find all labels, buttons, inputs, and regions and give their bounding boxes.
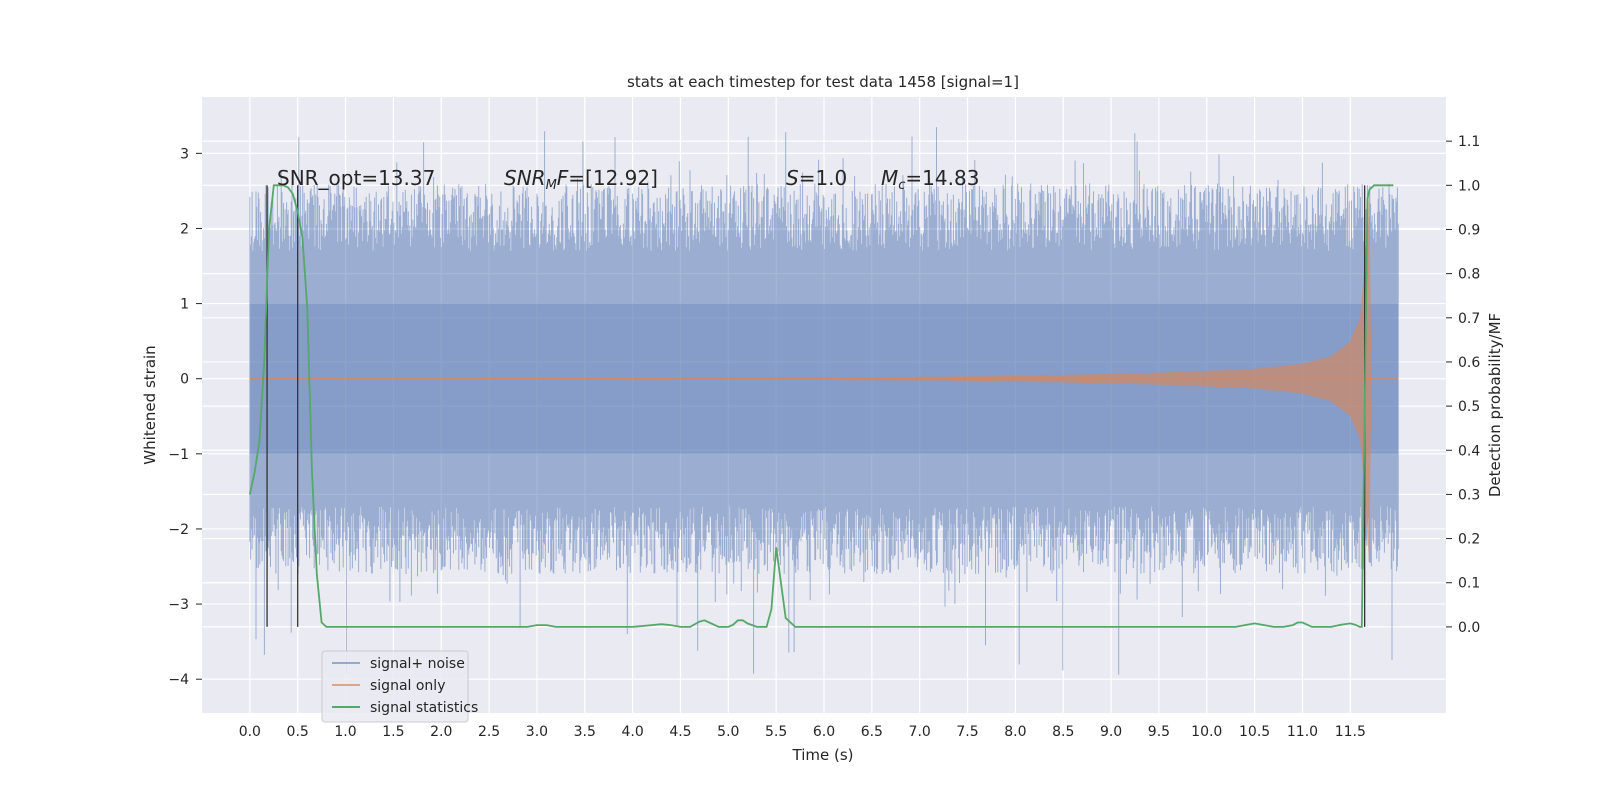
y-tick-label: 1 — [180, 297, 189, 313]
x-tick-label: 9.5 — [1148, 724, 1170, 740]
y2-tick-label: 0.4 — [1458, 443, 1480, 459]
y-tick-label: 2 — [180, 221, 189, 237]
y2-tick-label: 1.0 — [1458, 178, 1480, 194]
y2-tick-label: 0.0 — [1458, 620, 1480, 636]
y-tick-label: −3 — [168, 597, 189, 613]
y-tick-label: 0 — [180, 372, 189, 388]
x-tick-label: 8.5 — [1052, 724, 1074, 740]
legend-label-signal-only: signal only — [370, 678, 445, 694]
series-signal-only — [249, 190, 1399, 567]
y2-tick-label: 1.1 — [1458, 134, 1480, 150]
x-tick-label: 5.0 — [717, 724, 739, 740]
annotation-s-value: =1.0 — [799, 166, 848, 190]
ticks: 0.0 0.5 1.0 1.5 2.0 2.5 3.0 3.5 4.0 4.5 5.0 5.5 6.0 6… — [168, 134, 1480, 740]
x-axis-label: Time (s) — [792, 746, 854, 764]
x-tick-label: 7.0 — [909, 724, 931, 740]
x-tick-label: 11.0 — [1287, 724, 1318, 740]
y2-tick-label: 0.7 — [1458, 311, 1480, 327]
x-tick-label: 5.5 — [765, 724, 787, 740]
y-tick-label: −2 — [168, 522, 189, 538]
y-tick-label: 3 — [180, 146, 189, 162]
x-tick-label: 3.0 — [526, 724, 548, 740]
x-tick-label: 1.5 — [382, 724, 404, 740]
annotation-mc-main: M — [881, 166, 898, 190]
y-tick-label: −1 — [168, 447, 189, 463]
x-tick-label: 10.0 — [1191, 724, 1222, 740]
y2-tick-label: 0.1 — [1458, 576, 1480, 592]
annotation-s-label: S — [786, 166, 799, 190]
y2-tick-label: 0.8 — [1458, 267, 1480, 283]
legend-box — [321, 650, 469, 723]
x-tick-label: 0.5 — [287, 724, 309, 740]
x-tick-label: 4.0 — [621, 724, 643, 740]
x-tick-label: 2.0 — [430, 724, 452, 740]
annotation-snr-opt: SNR_opt=13.37 — [277, 166, 435, 190]
annotation-snr-mf-main: SNR — [504, 166, 546, 190]
x-tick-label: 0.0 — [239, 724, 261, 740]
annotation-snr-mf-sub: M — [546, 178, 557, 193]
x-tick-label: 3.5 — [574, 724, 596, 740]
y2-tick-label: 0.9 — [1458, 222, 1480, 238]
y2-axis-label: Detection probability/MF — [1486, 313, 1504, 497]
annotation-snr-mf-f: F — [557, 166, 569, 190]
x-tick-label: 8.0 — [1004, 724, 1026, 740]
x-tick-label: 6.0 — [813, 724, 835, 740]
x-tick-label: 4.5 — [669, 724, 691, 740]
x-tick-label: 9.0 — [1100, 724, 1122, 740]
legend: signal+ noise signal only signal statist… — [321, 650, 478, 723]
x-tick-label: 7.5 — [956, 724, 978, 740]
annotation-mc-sub: c — [898, 178, 905, 193]
annotation-snr-mf: SNRMF=[12.92] — [504, 166, 658, 193]
x-tick-label: 11.5 — [1335, 724, 1366, 740]
signal-statistics-line — [248, 184, 1394, 628]
legend-label-signal-plus-noise: signal+ noise — [370, 656, 465, 672]
y2-tick-label: 0.3 — [1458, 487, 1480, 503]
x-tick-label: 6.5 — [861, 724, 883, 740]
annotation-mc-value: =14.83 — [905, 166, 979, 190]
x-tick-label: 1.0 — [334, 724, 356, 740]
chart-title: stats at each timestep for test data 145… — [627, 73, 1019, 91]
y2-tick-label: 0.5 — [1458, 399, 1480, 415]
annotation-s: S=1.0 — [786, 166, 847, 190]
x-tick-label: 2.5 — [478, 724, 500, 740]
annotation-snr-mf-value: =[12.92] — [568, 166, 658, 190]
series-signal-statistics — [248, 184, 1394, 628]
y-axis-label: Whitened strain — [141, 345, 159, 464]
x-tick-label: 10.5 — [1239, 724, 1270, 740]
y2-tick-label: 0.6 — [1458, 355, 1480, 371]
y2-tick-label: 0.2 — [1458, 532, 1480, 548]
annotation-mc: Mc=14.83 — [881, 166, 979, 193]
legend-label-signal-statistics: signal statistics — [370, 700, 478, 716]
y-tick-label: −4 — [168, 672, 189, 688]
